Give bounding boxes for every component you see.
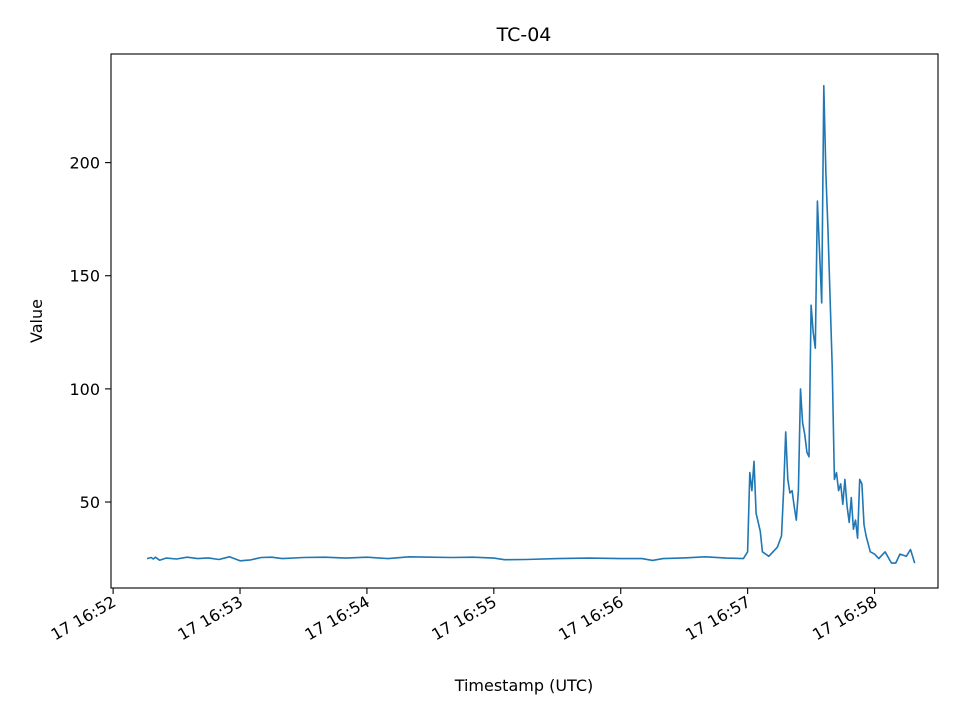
chart-title: TC-04	[496, 24, 552, 46]
x-tick-label: 17 16:56	[555, 592, 626, 644]
series-layer	[146, 84, 916, 564]
x-tick-label: 17 16:57	[682, 592, 753, 644]
y-tick-label: 50	[80, 493, 100, 512]
y-axis: 50 100 150 200	[69, 154, 111, 512]
x-tick-label: 17 16:55	[428, 592, 499, 644]
series-line	[146, 84, 916, 564]
x-tick-label: 17 16:52	[48, 592, 119, 644]
y-tick-label: 100	[69, 380, 100, 399]
plot-frame	[110, 53, 939, 589]
x-tick-label: 17 16:53	[175, 592, 246, 644]
y-axis-title: Value	[27, 299, 46, 343]
x-tick-label: 17 16:58	[809, 592, 880, 644]
x-axis: 17 16:52 17 16:53 17 16:54 17 16:55 17 16:56…	[48, 588, 881, 644]
y-tick-label: 150	[69, 267, 100, 286]
x-tick-label: 17 16:54	[301, 592, 372, 644]
x-axis-title: Timestamp (UTC)	[454, 676, 594, 695]
y-tick-label: 200	[69, 154, 100, 173]
